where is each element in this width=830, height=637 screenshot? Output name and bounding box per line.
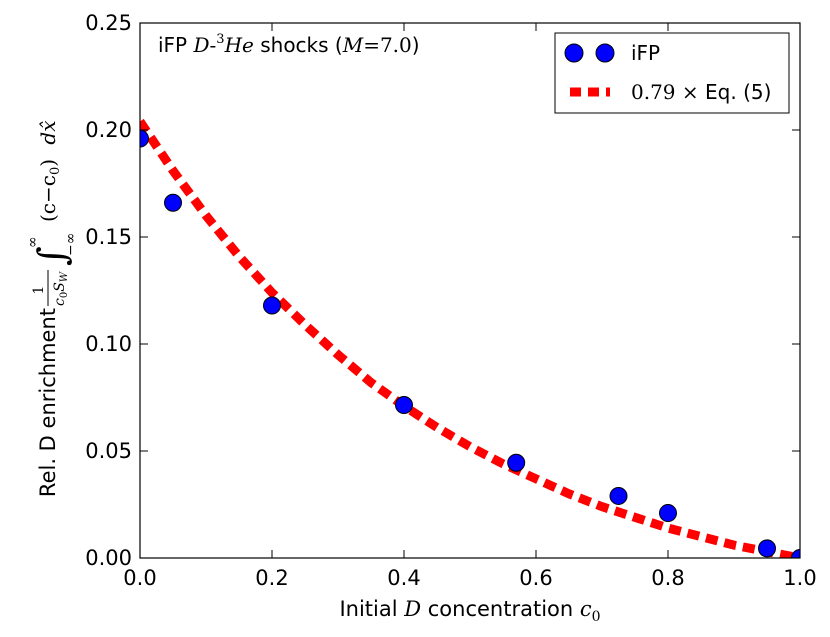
ylabel-integrand-open: (c−c bbox=[36, 175, 60, 222]
title-mach-symbol: M bbox=[342, 33, 364, 57]
ylabel-frac-den-sub: 0 bbox=[59, 292, 70, 298]
x-tick-label: 0.2 bbox=[255, 566, 288, 590]
title-mach-eq: =7.0 bbox=[363, 33, 412, 57]
ifp-point bbox=[758, 539, 776, 558]
eq5-curve-layer bbox=[140, 118, 800, 558]
title-middle: shocks ( bbox=[254, 33, 343, 57]
legend-ifp-marker-1 bbox=[564, 43, 584, 63]
ylabel-prefix: Rel. D enrichment bbox=[36, 308, 60, 497]
eq5-curve bbox=[140, 118, 800, 558]
y-tick-label: 0.25 bbox=[85, 11, 132, 35]
ylabel-frac-den-c: c bbox=[52, 298, 68, 306]
chart-title: iFP D-3He shocks (M=7.0) bbox=[158, 32, 420, 57]
y-tick-label: 0.00 bbox=[85, 546, 132, 570]
x-tick-label: 1.0 bbox=[783, 566, 816, 590]
x-tick-label: 0.8 bbox=[651, 566, 684, 590]
xlabel-c: c bbox=[580, 597, 592, 621]
ifp-point bbox=[791, 549, 800, 558]
xlabel-middle: concentration bbox=[421, 597, 580, 621]
y-tick-label: 0.15 bbox=[85, 225, 132, 249]
ylabel-frac-num: 1 bbox=[31, 286, 47, 295]
y-tick-label: 0.20 bbox=[85, 118, 132, 142]
ylabel-int-lower: −∞ bbox=[63, 233, 79, 256]
y-axis-label: Rel. D enrichment 1 c0SW ∫ ∞ −∞ (c−c0) d… bbox=[25, 120, 79, 497]
ifp-point bbox=[659, 504, 677, 523]
legend-ifp-marker-2 bbox=[595, 43, 615, 63]
x-tick-label: 0.0 bbox=[123, 566, 156, 590]
ylabel-frac-den: c0SW bbox=[52, 271, 70, 306]
title-species-b: He bbox=[224, 33, 254, 57]
legend: iFP 0.79 × Eq. (5) bbox=[554, 32, 790, 114]
title-species-a: D bbox=[192, 33, 209, 57]
legend-eq5-times: × bbox=[676, 80, 705, 104]
xlabel-prefix: Initial bbox=[339, 597, 404, 621]
legend-eq5-factor: 0.79 bbox=[631, 80, 676, 104]
ylabel-integral: ∫ bbox=[30, 246, 74, 266]
ifp-point bbox=[395, 395, 413, 414]
title-prefix: iFP bbox=[158, 33, 193, 57]
tick-layer: 0.0 0.2 0.4 0.6 0.8 1.0 0.00 0.05 0.10 0.15 0.20 0.… bbox=[85, 11, 816, 590]
ifp-point bbox=[609, 486, 628, 505]
ylabel-integrand-sub: 0 bbox=[48, 167, 63, 175]
x-tick-label: 0.6 bbox=[519, 566, 552, 590]
plot-frame bbox=[139, 22, 801, 559]
ifp-point bbox=[263, 296, 281, 315]
ylabel-dx: dx̂ bbox=[36, 120, 60, 144]
ifp-point bbox=[164, 193, 182, 212]
ifp-point bbox=[507, 453, 526, 472]
x-axis-label: Initial D concentration c0 bbox=[339, 597, 600, 625]
ylabel-frac-den-s: S bbox=[52, 282, 68, 292]
xlabel-sub: 0 bbox=[592, 609, 601, 625]
ylabel-integrand-close: ) bbox=[36, 159, 60, 167]
ylabel-frac-den-s-sub: W bbox=[59, 271, 70, 282]
y-tick-label: 0.10 bbox=[85, 332, 132, 356]
ifp-point bbox=[140, 129, 149, 148]
title-dash: - bbox=[210, 33, 217, 57]
ylabel-integrand: (c−c0) dx̂ bbox=[36, 120, 63, 222]
xlabel-symbol: D bbox=[403, 597, 421, 621]
x-tick-label: 0.4 bbox=[387, 566, 420, 590]
ylabel-int-upper: ∞ bbox=[25, 236, 41, 248]
legend-box bbox=[554, 32, 790, 114]
title-mass-sup: 3 bbox=[216, 32, 224, 47]
title-suffix: ) bbox=[412, 33, 420, 57]
y-tick-label: 0.05 bbox=[85, 439, 132, 463]
legend-eq5-label: 0.79 × Eq. (5) bbox=[631, 80, 771, 104]
ifp-marker-layer bbox=[140, 129, 800, 558]
legend-eq5-text: Eq. (5) bbox=[705, 80, 771, 104]
legend-ifp-label: iFP bbox=[631, 41, 660, 65]
